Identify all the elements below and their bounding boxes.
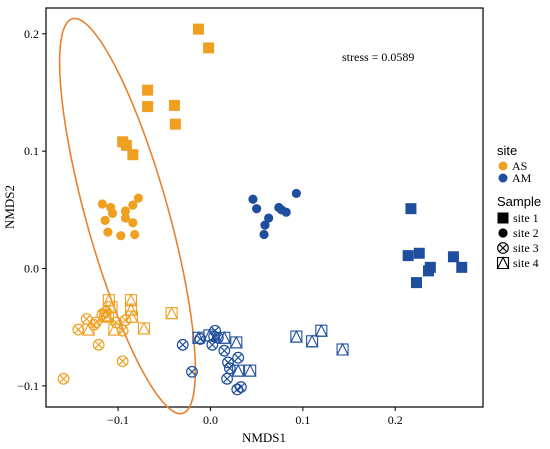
as-site4-point [98,308,112,322]
as-site1-point [120,139,132,151]
legend-sample-title: Sample [497,194,541,209]
am-site4-point [203,328,216,342]
legend-site2-label: site 2 [513,226,539,240]
data-points [57,23,468,396]
x-axis-title: NMDS1 [242,430,286,445]
as-site4-point [165,306,179,320]
am-site3-point [231,383,244,396]
as-site2-point [107,208,118,218]
as-site1-point [169,118,181,130]
legend-site-title: site [497,143,517,158]
y-tick-label: 0.2 [24,27,39,41]
as-site2-point [100,215,110,226]
as-site4-point [102,293,116,307]
am-site1-point [410,277,422,289]
am-site2-point [252,204,262,214]
as-site1-point [203,42,215,54]
am-site3-point [186,365,198,378]
as-site3-point [80,313,93,325]
as-site4-point [137,321,151,335]
legend-site4-swatch [496,256,510,270]
am-site1-point [405,203,417,215]
as-site4-point [107,322,121,336]
as-site3-point [72,323,85,336]
as-site2-point [116,231,126,241]
y-tick-label: −0.1 [17,379,39,393]
legend-as-swatch [498,161,508,171]
as-site1-point [142,84,154,96]
legend-am-label: AM [512,171,532,185]
plot-panel-border [45,7,484,408]
am-site1-point [424,261,436,273]
am-site2-point [281,207,291,217]
am-site1-point [456,261,468,273]
as-site2-point [120,213,131,223]
am-site2-point [264,213,274,223]
am-site4-point [229,335,243,349]
x-tick-label: 0.2 [388,413,403,427]
legend-site1-label: site 1 [513,211,539,225]
legend-am-swatch [498,173,508,183]
as-site3-point [116,355,129,368]
as-site1-point [127,149,139,161]
legend-site1-swatch [497,212,509,224]
as-site4-point [82,322,95,336]
as-site4-point [125,309,139,323]
x-tick-label: 0.0 [203,413,218,427]
legend-site4-label: site 4 [513,256,539,270]
as-site4-point [105,300,118,314]
x-tick-label: −0.1 [107,413,129,427]
am-site4-point [314,323,328,337]
as-site2-point [130,229,140,240]
legend-site2-swatch [498,228,508,238]
as-site2-point [133,193,143,203]
am-site4-point [243,363,257,377]
am-site3-point [176,338,189,351]
am-site4-point [305,334,319,348]
am-site1-point [447,251,459,263]
am-site4-point [336,342,349,356]
as-site2-point [97,199,107,209]
as-site2-point [128,200,138,210]
as-site1-point [168,99,180,111]
legend-site3-swatch [497,242,509,254]
stress-annotation: stress = 0.0589 [342,50,414,64]
am-site2-point [259,229,269,240]
as-site1-point [142,101,154,113]
plot-area [45,7,484,408]
y-tick-label: 0.0 [24,262,39,276]
y-tick-label: 0.1 [24,144,39,158]
am-site3-point [232,351,245,364]
am-site4-point [289,329,303,343]
x-tick-label: 0.1 [295,413,310,427]
as-site1-point [192,23,204,35]
as-site4-point [124,302,138,316]
am-site3-point [218,344,231,357]
as-site3-point [57,372,70,385]
legend-site3-label: site 3 [513,241,539,255]
am-site4-point [217,331,231,344]
am-site1-point [402,250,414,262]
am-site3-point [235,381,247,393]
am-site1-point [413,247,425,259]
as-group-ellipse [58,17,197,415]
as-site2-point [120,206,131,216]
am-site2-point [260,220,270,230]
am-site2-point [291,188,301,199]
as-site3-point [92,338,105,351]
am-site4-point [231,363,245,377]
axes: −0.1 0.0 0.1 0.2 −0.1 0.0 0.1 0.2 [17,27,403,427]
as-site4-point [124,293,138,307]
legend-as-label: AS [512,159,527,173]
confidence-ellipse [58,17,197,415]
y-axis-title: NMDS2 [2,185,17,229]
am-site2-point [248,194,258,204]
as-site2-point [128,218,138,228]
am-site3-point [221,372,233,385]
as-site2-point [103,227,113,237]
